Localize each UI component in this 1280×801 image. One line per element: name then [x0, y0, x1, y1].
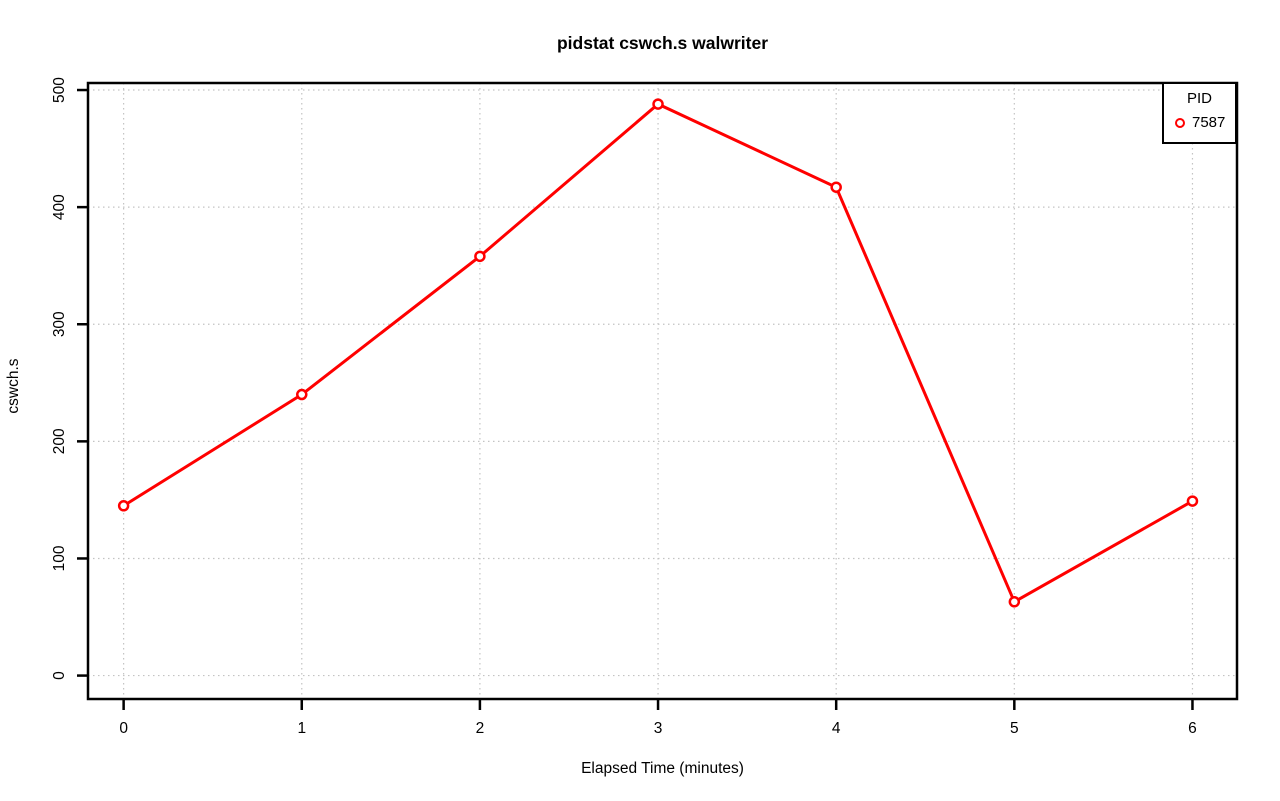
legend-title: PID	[1186, 90, 1212, 107]
data-point-marker	[1186, 495, 1199, 507]
y-tick-label: 400	[51, 194, 68, 220]
chart-title: pidstat cswch.s walwriter	[556, 33, 769, 53]
data-point-marker	[652, 98, 664, 110]
x-tick-label: 4	[832, 720, 841, 737]
plot-border	[86, 81, 1239, 701]
y-tick-label: 100	[51, 545, 68, 571]
data-point-marker	[296, 388, 308, 401]
y-tick-label: 300	[51, 311, 68, 337]
x-axis-label: Elapsed Time (minutes)	[581, 760, 744, 777]
x-tick-label: 2	[476, 720, 485, 737]
legend-entry: 7587	[1164, 114, 1235, 131]
open-circle-marker-icon	[1175, 117, 1185, 128]
x-tick-label: 0	[119, 720, 128, 737]
y-tick-label: 0	[51, 671, 68, 680]
legend: PID 7587	[1162, 82, 1237, 144]
data-point-marker	[1008, 596, 1021, 608]
x-tick-label: 1	[297, 720, 306, 737]
data-point-marker	[117, 500, 130, 512]
x-tick-label: 5	[1010, 720, 1019, 737]
x-tick-label: 6	[1188, 720, 1197, 737]
y-tick-label: 200	[51, 428, 68, 454]
x-tick-label: 3	[654, 720, 663, 737]
y-axis-label: cswch.s	[5, 358, 22, 414]
data-point-marker	[474, 250, 486, 263]
legend-entry-label: 7587	[1192, 114, 1226, 131]
data-point-marker	[830, 181, 842, 193]
y-tick-label: 500	[51, 77, 68, 103]
